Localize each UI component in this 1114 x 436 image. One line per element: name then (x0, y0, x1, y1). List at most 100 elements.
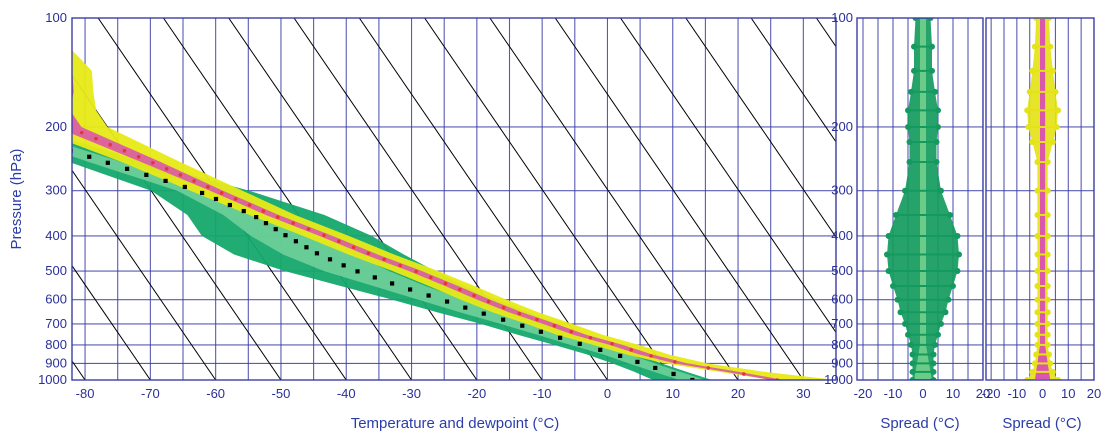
temperature-mean-point (247, 203, 252, 207)
dewpoint-mean-point (283, 233, 288, 238)
spread-tick-label: 0 (919, 386, 926, 401)
dewpoint-mean-point (690, 377, 695, 380)
temperature-mean-point (535, 317, 539, 322)
spread-point (935, 123, 941, 130)
temperature-mean-point (291, 221, 295, 225)
spread-point (909, 368, 916, 375)
pressure-tick-labels: 100 200 300 400 500 600 700 800 900 1000 (38, 10, 67, 387)
temperature-mean-point (39, 46, 43, 50)
dewpoint-mean-point (653, 365, 658, 371)
temperature-mean-point (61, 77, 65, 81)
temperature-mean-point (56, 64, 60, 68)
dewpoint-spread-panel: 100 200 300 400 500 600 700 800 900 1000 -20 -10 0 1… (824, 10, 990, 432)
isotherm-line (489, 18, 739, 380)
dewpoint-mean-point (501, 317, 506, 322)
temperature-mean-point (33, 40, 37, 44)
spread-point (1024, 107, 1031, 114)
spread-point (954, 268, 961, 275)
dewpoint-mean-point (635, 359, 640, 364)
isotherm-line (424, 18, 674, 380)
temperature-mean-point (233, 197, 238, 201)
dewpoint-mean-point (0, 125, 1, 129)
spread-point (930, 377, 937, 380)
temperature-tick-label: -20 (467, 386, 486, 401)
spread-point (929, 67, 935, 74)
dewpoint-mean-point (372, 275, 377, 280)
temperature-tick-labels: -80 -70 -60 -50 -40 -30 -20 -10 0 10 20 30 (76, 386, 811, 401)
spread-point (1034, 268, 1041, 275)
temperature-mean-point (706, 366, 711, 370)
temperature-mean-point (398, 263, 402, 268)
dewpoint-mean-point (14, 131, 18, 135)
temperature-mean-point (94, 136, 98, 141)
spread-point (905, 123, 911, 130)
temperature-spread-x-label: Spread (°C) (1002, 415, 1081, 432)
spread-point (927, 18, 934, 21)
temperature-mean-point (486, 299, 491, 304)
dewpoint-spread-x-label: Spread (°C) (880, 415, 959, 432)
temperature-mean-point (351, 245, 356, 250)
spread-point (1031, 43, 1038, 50)
spread-point (909, 377, 916, 380)
spread-core (1034, 18, 1051, 380)
temperature-mean-point (275, 215, 280, 219)
temperature-mean-point (17, 22, 21, 26)
temperature-mean-point (58, 101, 62, 105)
spread-point (1029, 368, 1036, 375)
spread-point (950, 283, 956, 290)
spread-point (1046, 18, 1052, 21)
temperature-mean-point (673, 360, 677, 364)
temperature-mean-point (337, 239, 341, 244)
spread-point (911, 43, 917, 50)
spread-point (1044, 331, 1051, 338)
temperature-mean-point (62, 89, 66, 93)
temperature-mean-point (61, 71, 65, 75)
temperature-spread-frame (985, 17, 1095, 381)
spread-point (1034, 211, 1041, 218)
pressure-tick-label: 1000 (38, 372, 67, 387)
temperature-tick-label: -10 (533, 386, 552, 401)
spread-point (930, 368, 937, 375)
pressure-tick-label: 700 (45, 316, 67, 331)
y-axis-label: Pressure (hPa) (8, 149, 25, 250)
spread-point (1047, 43, 1054, 50)
dewpoint-mean-point (105, 160, 110, 165)
pressure-tick-label: 400 (45, 228, 67, 243)
temperature-spread-panel: -20 -10 0 10 20 Spread (°C) (982, 17, 1101, 432)
spread-point (894, 296, 901, 303)
spread-point (1055, 107, 1061, 114)
temperature-mean-point (79, 130, 84, 135)
spread-pressure-label: 100 (831, 10, 853, 25)
temperature-mean-point (366, 251, 371, 256)
spread-tick-label: 20 (976, 386, 990, 401)
spread-point (1033, 18, 1040, 21)
spread-point (1033, 351, 1040, 358)
spread-point (912, 18, 919, 21)
spread-point (1034, 331, 1041, 338)
spread-point (1034, 320, 1041, 327)
spread-point (1044, 187, 1051, 194)
dewpoint-mean-point (671, 371, 676, 377)
isotherm-line (228, 18, 478, 380)
spread-point (906, 138, 913, 145)
spread-point (1049, 67, 1056, 74)
dewpoint-mean-point (618, 353, 623, 358)
dewpoint-mean-point (598, 347, 603, 352)
temperature-mean-point (60, 95, 64, 99)
temperature-tick-label: -70 (141, 386, 160, 401)
spread-point (1031, 360, 1038, 367)
temperature-mean-point (56, 107, 60, 111)
spread-pressure-label: 600 (831, 292, 853, 307)
pressure-tick-label: 800 (45, 337, 67, 352)
pressure-tick-label: 600 (45, 292, 67, 307)
spread-point (1029, 138, 1036, 145)
spread-point (935, 331, 941, 338)
spread-point (938, 187, 944, 194)
dewpoint-mean-point (426, 293, 431, 298)
dewpoint-mean-point (32, 137, 36, 141)
spread-tick-label: 10 (946, 386, 960, 401)
spread-pressure-label: 300 (831, 183, 853, 198)
dewpoint-mean-point (182, 184, 187, 190)
spread-point (1034, 159, 1041, 166)
